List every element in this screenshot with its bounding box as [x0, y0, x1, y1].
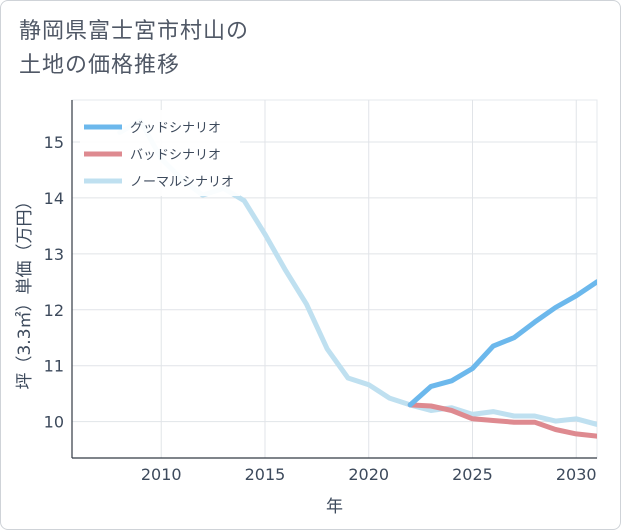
y-tick-label: 14: [44, 189, 64, 208]
x-tick-label: 2025: [452, 465, 493, 484]
title-line-2: 土地の価格推移: [19, 53, 181, 78]
y-tick-label: 13: [44, 245, 64, 264]
legend-item-label[interactable]: バッドシナリオ: [130, 148, 221, 163]
title-line-1: 静岡県富士宮市村山の: [19, 19, 250, 44]
axes: [71, 100, 597, 459]
y-tick-label: 11: [44, 357, 64, 376]
series-line-good: [407, 279, 597, 408]
y-axis-label: 坪（3.3㎡）単価（万円）: [15, 192, 35, 389]
legend-item-label[interactable]: グッドシナリオ: [130, 121, 221, 136]
series-line-bad: [407, 402, 597, 439]
y-tick-label: 12: [44, 301, 64, 320]
x-tick-label: 2030: [556, 465, 597, 484]
x-tick-label: 2015: [245, 465, 286, 484]
tick-labels: 2010 2015 2020 2025 2030 10 11 12 13 14 15: [44, 133, 597, 484]
x-tick-label: 2020: [348, 465, 389, 484]
chart-title: 静岡県富士宮市村山の 土地の価格推移: [19, 15, 439, 83]
y-tick-label: 10: [44, 413, 64, 432]
y-tick-label: 15: [44, 133, 64, 152]
legend-item-label[interactable]: ノーマルシナリオ: [130, 175, 234, 190]
x-tick-label: 2010: [141, 465, 182, 484]
x-axis-label: 年: [326, 497, 343, 517]
